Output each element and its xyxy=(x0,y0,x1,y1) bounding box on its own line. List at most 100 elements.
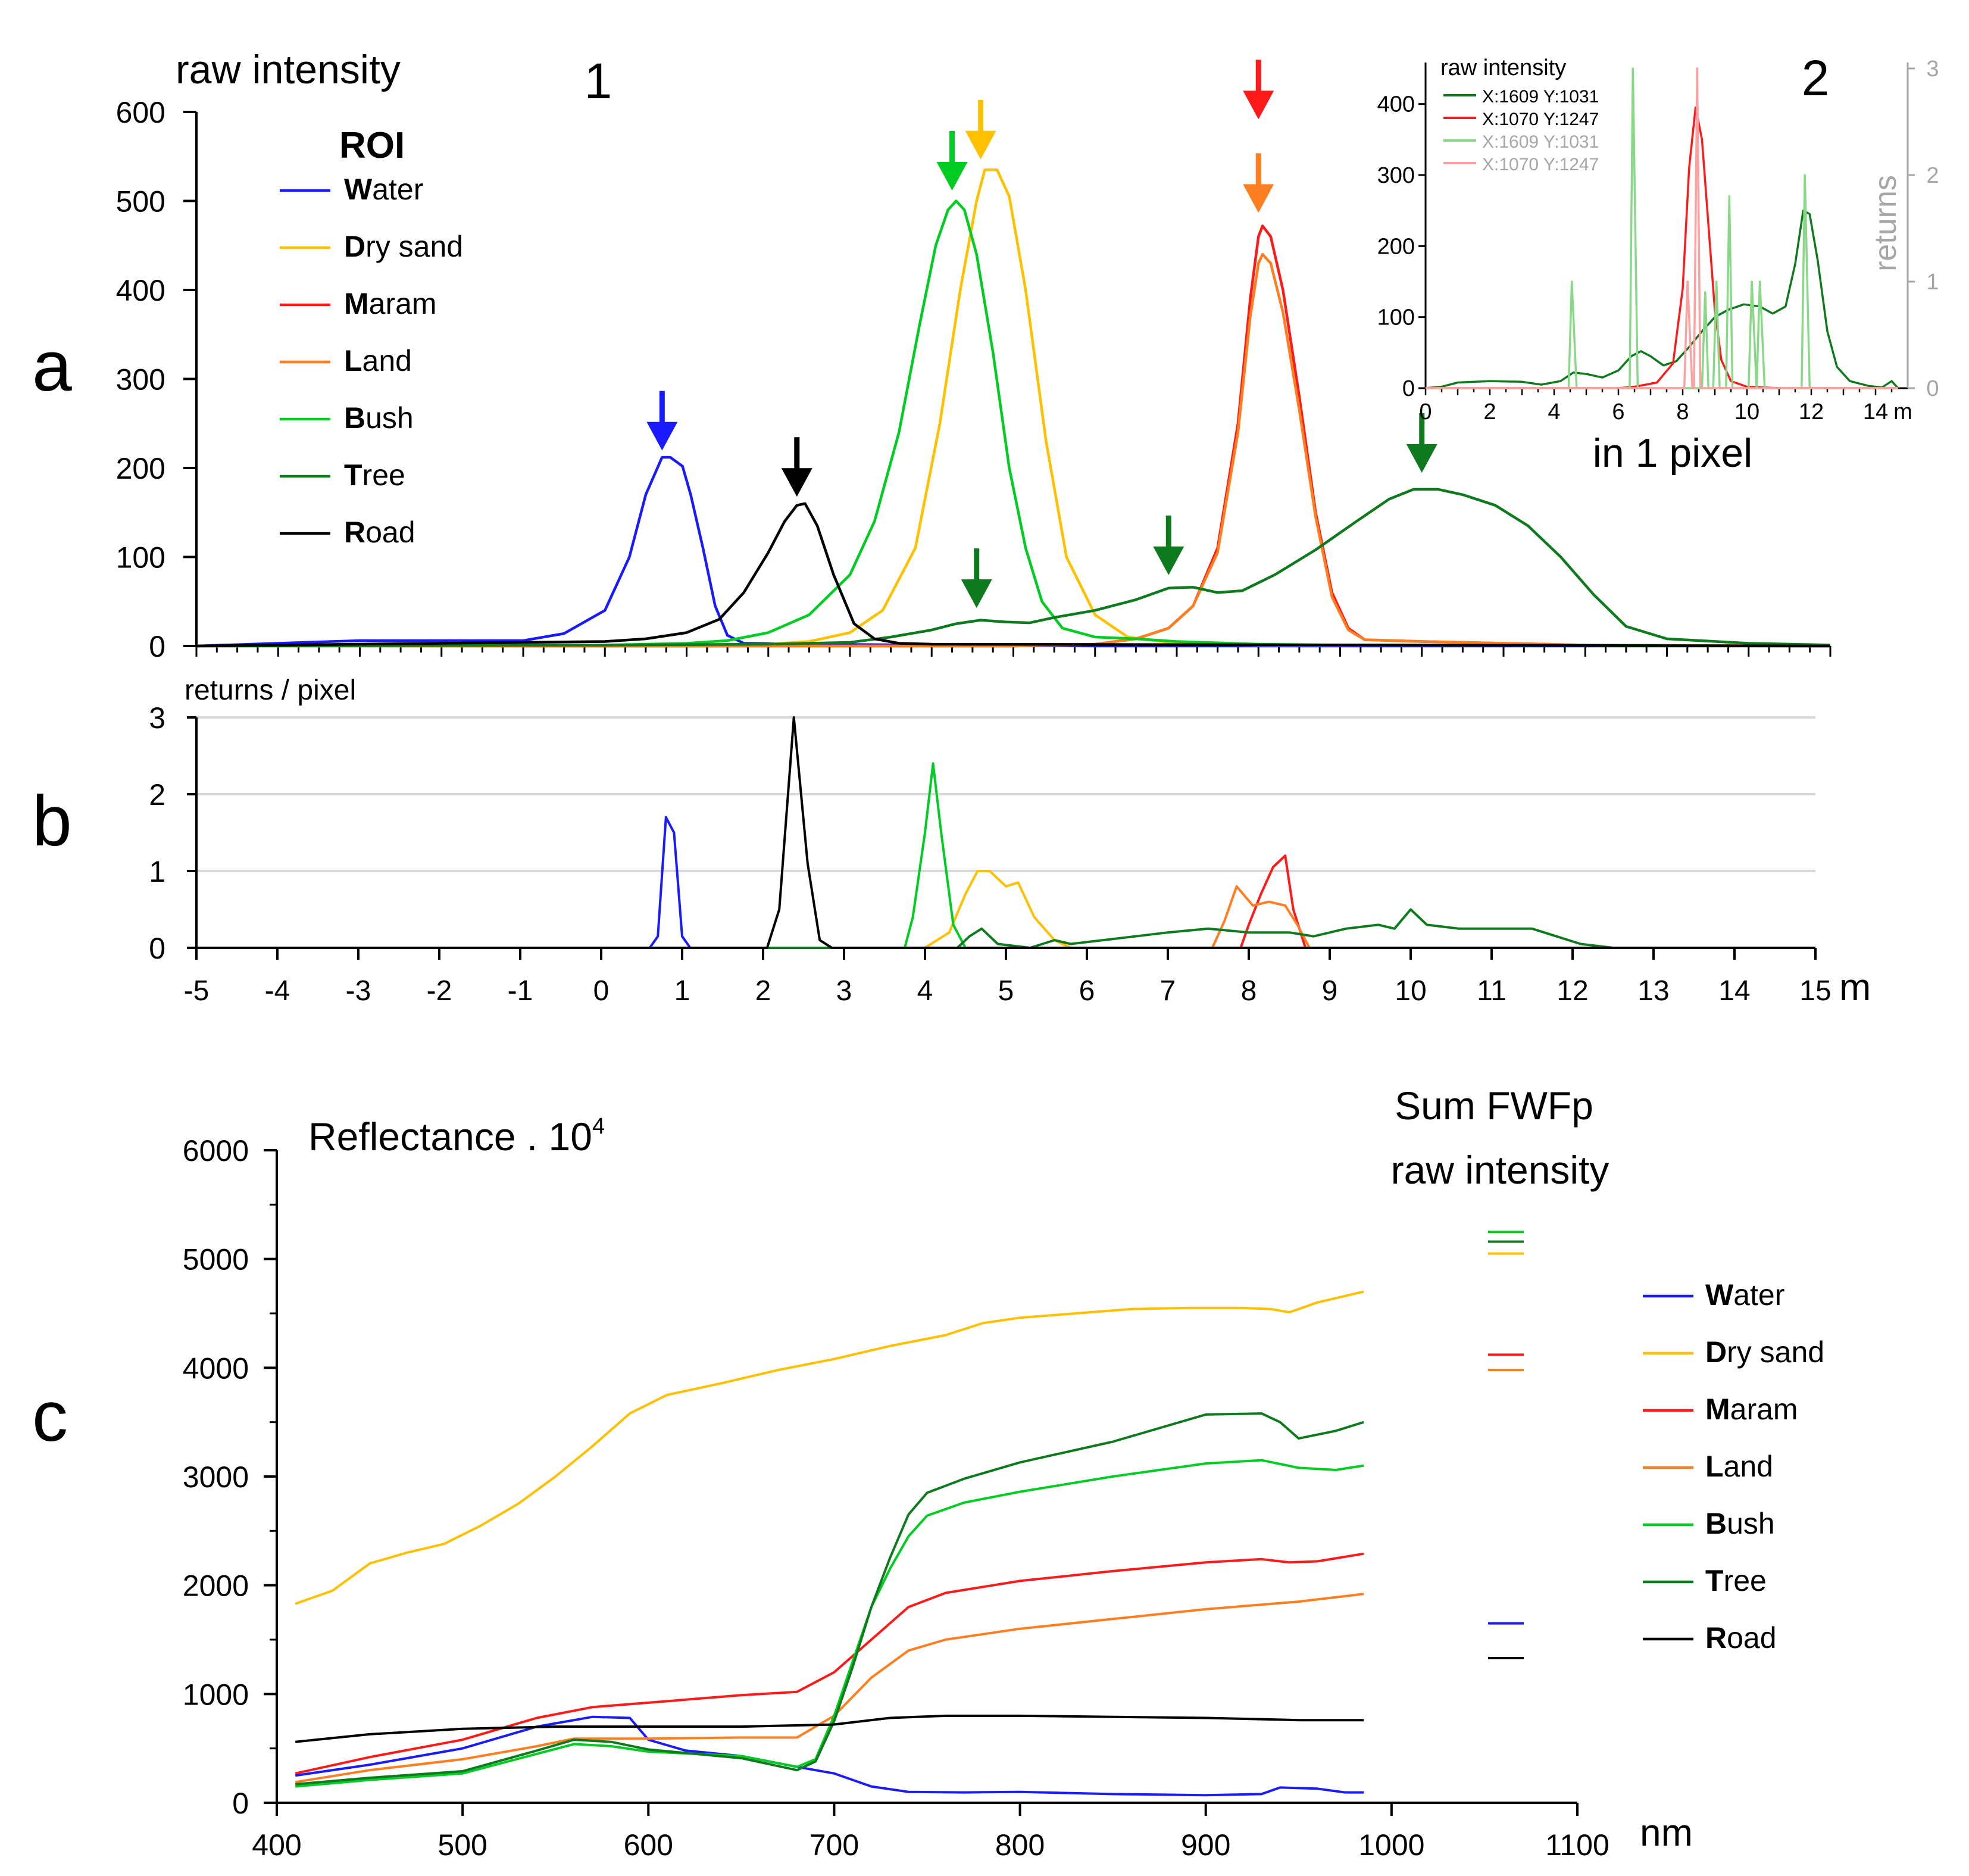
c-legend-label-rest: ush xyxy=(1727,1507,1775,1540)
b-xtick-label: 6 xyxy=(1079,975,1095,1007)
b-xtick-label: 15 xyxy=(1799,975,1831,1007)
a2-legend-label: X:1609 Y:1031 xyxy=(1482,132,1599,152)
a2-y2tick-label: 1 xyxy=(1926,270,1939,295)
roi-legend-label-water: Water xyxy=(344,173,423,206)
a2-xtick-label: 12 xyxy=(1799,399,1824,424)
b-xunit: m xyxy=(1839,966,1871,1009)
a2-xtick-label: 4 xyxy=(1548,399,1560,424)
c-xtick-label: 400 xyxy=(252,1828,301,1862)
b-xtick-label: 2 xyxy=(755,975,771,1007)
c-side-title-1: Sum FWFp xyxy=(1395,1084,1593,1128)
c-legend-label-initial: R xyxy=(1705,1621,1727,1655)
a1-ytick-label: 600 xyxy=(116,96,165,129)
a1-arrow-head xyxy=(1243,184,1274,213)
c-ytick-label: 3000 xyxy=(183,1460,249,1494)
c-legend-label-initial: T xyxy=(1705,1564,1724,1597)
b-ylabel: returns / pixel xyxy=(185,675,356,706)
b-ytick-label: 2 xyxy=(149,778,165,811)
b-xtick-label: -5 xyxy=(184,975,210,1007)
c-legend-label-dry-sand: Dry sand xyxy=(1705,1335,1824,1369)
c-ytick-label: 1000 xyxy=(183,1678,249,1711)
a1-ylabel: raw intensity xyxy=(176,47,401,92)
roi-legend-label-initial: R xyxy=(344,516,365,549)
c-xunit: nm xyxy=(1640,1811,1693,1854)
b-xtick-label: -1 xyxy=(508,975,533,1007)
c-xtick-label: 500 xyxy=(437,1828,487,1862)
roi-legend-label-bush: Bush xyxy=(344,401,414,435)
c-legend-label-rest: aram xyxy=(1730,1393,1798,1426)
b-xtick-label: 7 xyxy=(1160,975,1176,1007)
c-title-main: Reflectance . 10 xyxy=(308,1115,592,1159)
a2-xlabel: in 1 pixel xyxy=(1593,430,1752,476)
c-xtick-label: 1100 xyxy=(1545,1828,1609,1862)
a2-legend-label: X:1609 Y:1031 xyxy=(1482,87,1599,107)
a1-title: 1 xyxy=(585,53,612,109)
b-series-maram xyxy=(196,854,1815,949)
a1-arrow-head xyxy=(1153,546,1184,575)
b-xtick-label: 11 xyxy=(1477,975,1507,1007)
b-series-bush xyxy=(196,762,1815,949)
b-xtick-label: -2 xyxy=(427,975,452,1007)
c-ytick-label: 6000 xyxy=(183,1134,249,1168)
roi-legend-label-rest: ree xyxy=(362,458,405,492)
a2-ytick-label: 200 xyxy=(1377,234,1415,259)
a2-xtick-label: 6 xyxy=(1612,399,1624,424)
a2-ytick-label: 100 xyxy=(1377,305,1415,330)
a2-y2tick-label: 3 xyxy=(1926,57,1939,82)
b-xtick-label: 10 xyxy=(1395,975,1426,1007)
a1-ytick-label: 0 xyxy=(149,630,165,663)
roi-legend-label-maram: Maram xyxy=(344,287,437,320)
roi-legend-label-initial: M xyxy=(344,287,369,320)
a2-xtick-label: 8 xyxy=(1676,399,1689,424)
c-legend-label-rest: ater xyxy=(1733,1278,1784,1312)
a2-y2tick-label: 2 xyxy=(1926,163,1939,188)
a2-legend-label: X:1070 Y:1247 xyxy=(1482,110,1599,129)
c-xtick-label: 600 xyxy=(624,1828,673,1862)
a2-ytick-label: 300 xyxy=(1377,163,1415,188)
a1-series-tree xyxy=(196,488,1831,648)
a2-title: 2 xyxy=(1802,50,1830,106)
a2-legend: X:1609 Y:1031 X:1070 Y:1247 X:1609 Y:1031 X… xyxy=(1443,87,1599,174)
a1-series-road xyxy=(196,502,1831,648)
b-xtick-label: 13 xyxy=(1637,975,1669,1007)
b-series xyxy=(196,716,1815,949)
c-title-superscript: 4 xyxy=(592,1114,605,1139)
a1-ytick-label: 400 xyxy=(116,274,165,307)
c-series-land xyxy=(295,1593,1364,1784)
a2-ytick-label: 0 xyxy=(1402,376,1415,401)
panel-label-c: c xyxy=(32,1376,68,1456)
c-legend-label-rest: ry sand xyxy=(1727,1335,1824,1369)
b-xtick-label: 4 xyxy=(917,975,933,1007)
b-xtick-label: 8 xyxy=(1241,975,1257,1007)
roi-legend-label-rest: ush xyxy=(365,401,414,435)
b-series-dry-sand xyxy=(196,870,1815,949)
a2-legend-label: X:1070 Y:1247 xyxy=(1482,155,1599,174)
c-legend-label-initial: D xyxy=(1705,1335,1727,1369)
b-series-tree xyxy=(196,908,1815,949)
roi-legend-label-initial: B xyxy=(344,401,365,435)
a1-series-land xyxy=(196,252,1831,648)
c-legend-label-initial: B xyxy=(1705,1507,1727,1540)
a2-series-2-x-1070-y-1247 xyxy=(1426,106,1898,389)
c-ytick-label: 2000 xyxy=(183,1569,249,1603)
a1-ytick-label: 100 xyxy=(116,541,165,575)
c-ytick-label: 5000 xyxy=(183,1243,249,1276)
c-legend-label-initial: L xyxy=(1705,1450,1724,1483)
a2-series xyxy=(1425,67,1899,389)
c-legend-label-rest: ree xyxy=(1724,1564,1767,1597)
panel-label-b: b xyxy=(32,781,72,861)
roi-legend-label-rest: ry sand xyxy=(365,230,463,263)
a1-arrow-head xyxy=(965,130,996,160)
roi-legend-label-rest: oad xyxy=(365,516,415,549)
c-ytick-label: 4000 xyxy=(183,1351,249,1385)
b-series-land xyxy=(196,885,1815,949)
roi-legend-label-rest: and xyxy=(362,344,412,377)
roi-legend-label-rest: ater xyxy=(372,173,423,206)
a2-y2tick-label: 0 xyxy=(1926,376,1939,401)
c-legend-label-road: Road xyxy=(1705,1621,1777,1655)
